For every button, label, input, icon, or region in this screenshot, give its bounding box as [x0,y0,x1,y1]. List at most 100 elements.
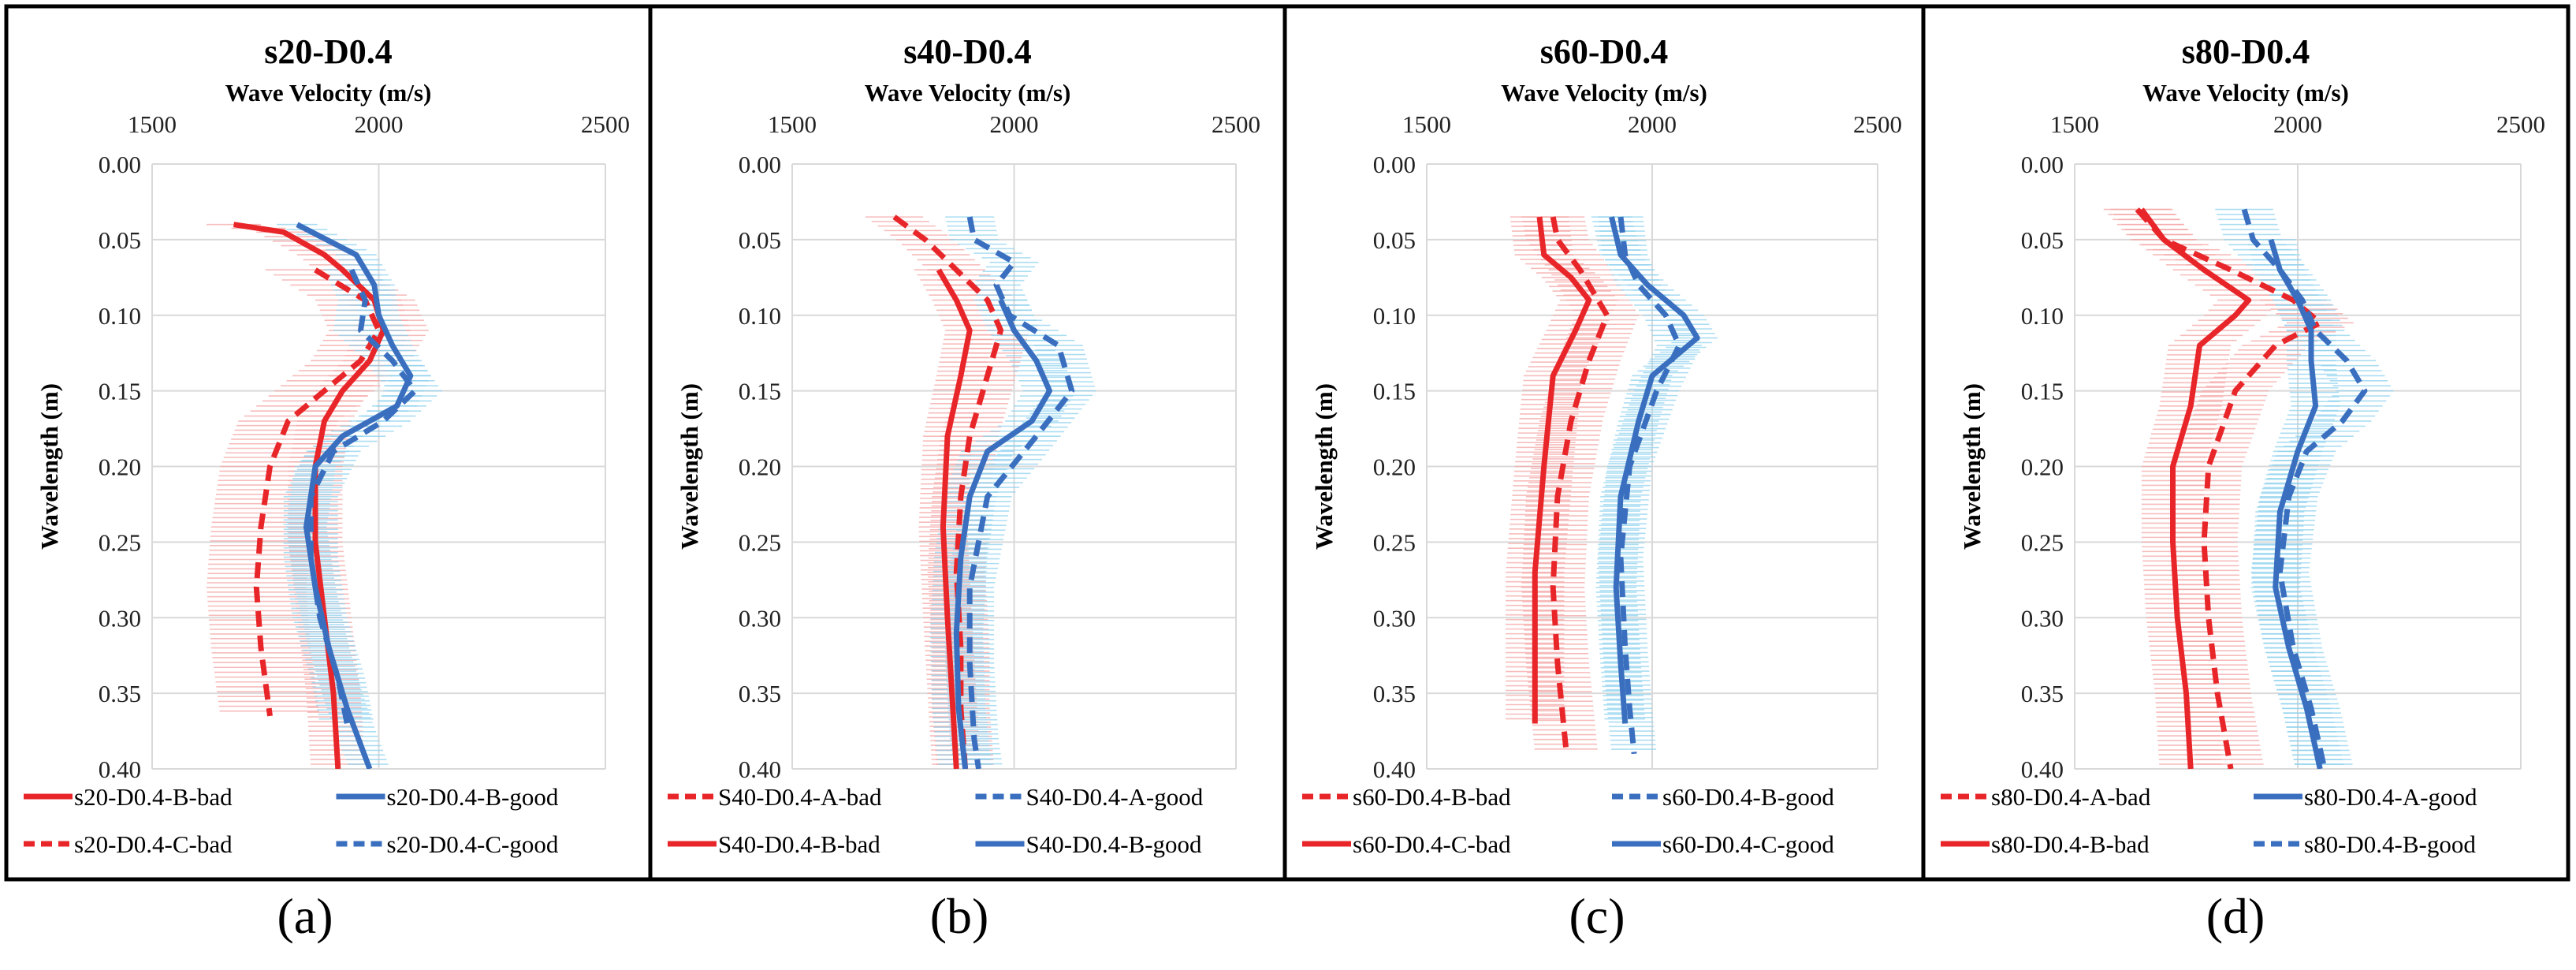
sublabel-b: (b) [929,888,989,944]
series-line-S40-D0.4-B-good [953,299,1052,769]
sublabel-a: (a) [277,888,333,944]
legend-label: s60-D0.4-C-bad [1353,830,1511,858]
x-tick-label: 1500 [2050,110,2099,138]
legend-item: s20-D0.4-C-bad [24,830,233,858]
y-axis-label: Wavelength (m) [35,383,63,550]
y-tick-label: 0.20 [1373,453,1416,481]
y-tick-label: 0.35 [739,680,781,707]
legend-item: s60-D0.4-C-good [1612,830,1834,858]
series-line-s80-D0.4-B-bad [2139,207,2252,769]
y-axis-label: Wavelength (m) [676,383,703,550]
x-tick-label: 2000 [990,110,1039,138]
plot-area [1506,216,1718,755]
legend-item: S40-D0.4-B-bad [668,830,880,858]
error-band-s80-D0.4-B-good [2215,208,2394,765]
x-axis-label: Wave Velocity (m/s) [1501,79,1707,106]
series-line-S40-D0.4-A-good [966,216,1075,769]
legend-item: s80-D0.4-A-good [2254,783,2477,811]
y-tick-label: 0.30 [1373,604,1416,632]
legend-label: S40-D0.4-B-bad [718,830,880,858]
legend-label: s20-D0.4-C-bad [74,830,233,858]
y-tick-label: 0.05 [99,226,141,254]
y-tick-label: 0.05 [739,226,781,254]
plot-area [207,222,442,769]
y-tick-label: 0.20 [2021,453,2064,481]
chart-panel-1: s20-D0.4 Wave Velocity (m/s) Wavelength (m… [4,4,653,882]
y-tick-label: 0.25 [1373,528,1416,556]
legend-item: s20-D0.4-C-good [336,830,559,858]
legend-item: S40-D0.4-A-good [975,783,1204,811]
legend-item: s60-D0.4-B-good [1612,783,1834,811]
legend-item: S40-D0.4-A-bad [668,783,882,811]
series-line-s20-D0.4-C-good [307,268,418,725]
y-tick-label: 0.05 [2021,226,2064,254]
legend-label: s60-D0.4-C-good [1662,830,1834,858]
x-tick-label: 2500 [581,110,630,138]
y-tick-label: 0.10 [99,302,141,330]
legend: s20-D0.4-B-bad s20-D0.4-C-bad s20-D0.4-B-g… [24,783,559,858]
y-axis-label: Wavelength (m) [1958,383,1986,550]
y-tick-label: 0.00 [739,151,781,178]
plot-area [865,215,1096,769]
legend-item: s80-D0.4-A-bad [1941,783,2151,811]
legend-item: s80-D0.4-B-bad [1941,830,2150,858]
series-line-s60-D0.4-C-good [1609,216,1700,724]
y-tick-label: 0.10 [1373,302,1416,330]
legend: s60-D0.4-B-bad s60-D0.4-C-bad s60-D0.4-B-g… [1302,783,1834,858]
x-tick-label: 2000 [1628,110,1677,138]
y-tick-label: 0.15 [739,378,781,405]
sublabel-c: (c) [1569,888,1625,944]
y-tick-label: 0.00 [99,151,141,178]
legend-label: S40-D0.4-B-good [1026,830,1203,858]
legend-label: s80-D0.4-B-bad [1991,830,2150,858]
y-tick-label: 0.05 [1373,226,1416,254]
chart-title: s80-D0.4 [2182,32,2310,71]
legend: S40-D0.4-A-bad S40-D0.4-B-bad S40-D0.4-A-g… [668,783,1204,858]
panel-frame [1282,4,1926,882]
y-tick-label: 0.30 [739,604,781,632]
error-band-s80-D0.4-B-bad [2110,208,2280,765]
y-tick-label: 0.40 [2021,755,2064,783]
y-tick-label: 0.35 [99,680,141,707]
chart-title: s40-D0.4 [903,32,1032,71]
y-axis-label: Wavelength (m) [1310,383,1338,550]
legend-label: s20-D0.4-B-good [387,783,559,811]
x-tick-label: 2500 [1853,110,1902,138]
series-line-s80-D0.4-A-bad [2135,207,2323,769]
legend-item: S40-D0.4-B-good [975,830,1203,858]
x-tick-label: 1500 [1402,110,1451,138]
legend-item: s20-D0.4-B-bad [24,783,233,811]
y-tick-label: 0.15 [2021,378,2064,405]
legend-label: s80-D0.4-B-good [2304,830,2476,858]
chart-panel-2: s40-D0.4 Wave Velocity (m/s) Wavelength (m… [648,4,1287,882]
legend-label: S40-D0.4-A-good [1026,783,1204,811]
sublabel-d: (d) [2206,888,2265,944]
chart-title: s20-D0.4 [264,32,393,71]
series-line-s80-D0.4-B-good [2241,208,2368,769]
x-tick-label: 2500 [2496,110,2545,138]
legend-label: s60-D0.4-B-good [1662,783,1834,811]
x-tick-label: 2000 [2273,110,2322,138]
y-tick-label: 0.25 [2021,528,2064,556]
x-axis-label: Wave Velocity (m/s) [225,79,432,106]
legend-item: s60-D0.4-B-bad [1302,783,1511,811]
y-tick-label: 0.15 [1373,378,1416,405]
panel-frame [4,4,653,882]
legend-label: s20-D0.4-B-bad [74,783,233,811]
x-tick-label: 2000 [355,110,404,138]
y-tick-label: 0.30 [2021,604,2064,632]
legend-label: s20-D0.4-C-good [387,830,559,858]
series-line-s60-D0.4-B-bad [1550,216,1610,755]
y-tick-label: 0.40 [739,755,781,783]
y-tick-label: 0.20 [99,453,141,481]
x-axis-label: Wave Velocity (m/s) [2142,79,2349,106]
chart-title: s60-D0.4 [1540,32,1669,71]
y-tick-label: 0.10 [739,302,781,330]
x-axis-label: Wave Velocity (m/s) [865,79,1071,106]
chart-panel-4: s80-D0.4 Wave Velocity (m/s) Wavelength (m… [1921,4,2570,882]
y-tick-label: 0.00 [1373,151,1416,178]
y-tick-label: 0.40 [1373,755,1416,783]
panel-frame [1921,4,2570,882]
legend-label: s80-D0.4-A-bad [1991,783,2151,811]
